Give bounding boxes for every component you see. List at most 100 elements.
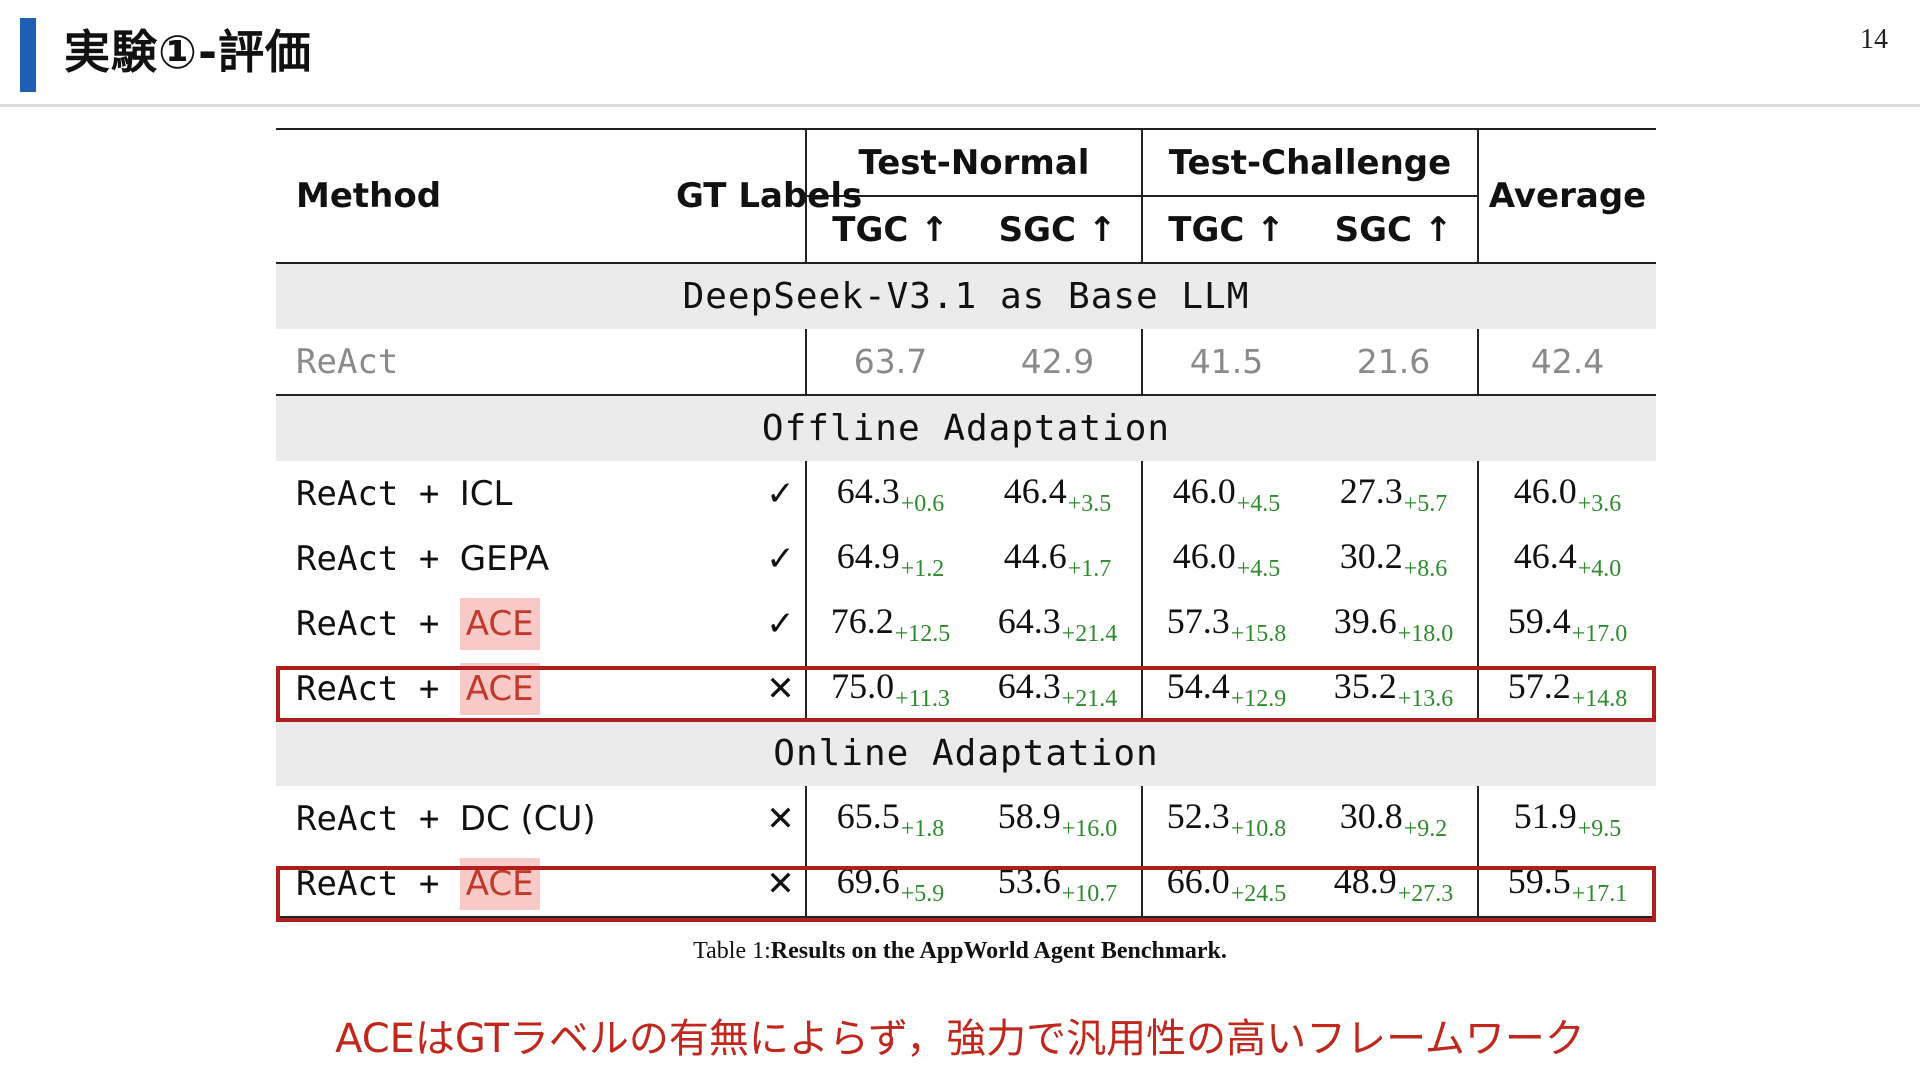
value-cell: 46.4+4.0 — [1477, 526, 1656, 591]
score-delta: +9.5 — [1577, 815, 1622, 842]
slide-title: 実験①-評価 — [64, 25, 313, 79]
value-cell: 59.4+17.0 — [1477, 591, 1656, 656]
score-value: 35.2 — [1333, 665, 1397, 706]
value-cell: 35.2+13.6 — [1310, 656, 1478, 721]
header-average: Average — [1477, 130, 1656, 264]
score-delta: +5.9 — [900, 880, 945, 907]
score-delta: +17.0 — [1571, 620, 1628, 647]
value-cell: 42.4 — [1477, 329, 1656, 396]
value-cell: 57.3+15.8 — [1141, 591, 1310, 656]
score-value: 59.5 — [1507, 860, 1571, 901]
score-delta: +24.5 — [1230, 880, 1287, 907]
score-delta: +12.9 — [1230, 685, 1287, 712]
baseline-row: ReAct 63.7 42.9 41.5 21.6 42.4 — [276, 329, 1656, 396]
method-base: ReAct + — [296, 473, 460, 514]
header-tgc-challenge: TGC ↑ — [1141, 196, 1310, 264]
score-delta: +15.8 — [1230, 620, 1287, 647]
value-cell: 66.0+24.5 — [1141, 851, 1310, 917]
value-cell: 48.9+27.3 — [1310, 851, 1478, 917]
value-cell: 30.8+9.2 — [1310, 786, 1478, 851]
score-value: 54.4 — [1166, 665, 1230, 706]
value-cell: 42.9 — [974, 329, 1142, 396]
score-delta: +21.4 — [1061, 620, 1118, 647]
score-value: 30.8 — [1339, 795, 1403, 836]
score-delta: +4.0 — [1577, 555, 1622, 582]
value-cell: 41.5 — [1141, 329, 1310, 396]
section-label: Offline Adaptation — [276, 395, 1656, 461]
score-delta: +1.2 — [900, 555, 945, 582]
score-value: 64.3 — [997, 665, 1061, 706]
score-value: 48.9 — [1333, 860, 1397, 901]
conclusion-text: ACEはGTラベルの有無によらず，強力で汎用性の高いフレームワーク — [335, 1016, 1585, 1062]
score-value: 64.3 — [997, 600, 1061, 641]
method-base: ReAct + — [296, 538, 460, 579]
value-cell: 69.6+5.9 — [805, 851, 974, 917]
score-delta: +10.8 — [1230, 815, 1287, 842]
value-cell: 63.7 — [805, 329, 974, 396]
table-caption: Table 1:Results on the AppWorld Agent Be… — [0, 938, 1920, 965]
score-value: 57.2 — [1507, 665, 1571, 706]
value-cell: 57.2+14.8 — [1477, 656, 1656, 721]
score-delta: +3.5 — [1067, 490, 1112, 517]
score-delta: +4.5 — [1236, 490, 1281, 517]
section-online: Online Adaptation — [276, 721, 1656, 786]
score-value: 58.9 — [997, 795, 1061, 836]
method-base: ReAct + — [296, 798, 460, 839]
method-cell: ReAct + DC (CU) — [276, 786, 676, 851]
score-delta: +12.5 — [894, 620, 951, 647]
method-variant-ace: ACE — [459, 662, 540, 715]
score-value: 44.6 — [1003, 535, 1067, 576]
score-delta: +8.6 — [1403, 555, 1448, 582]
score-value: 30.2 — [1339, 535, 1403, 576]
value-cell: 46.0+3.6 — [1477, 461, 1656, 526]
score-value: 53.6 — [997, 860, 1061, 901]
score-value: 57.3 — [1166, 600, 1230, 641]
score-value: 75.0 — [831, 665, 895, 706]
method-cell: ReAct + ACE — [276, 656, 676, 721]
score-delta: +11.3 — [895, 685, 950, 712]
value-cell: 27.3+5.7 — [1310, 461, 1478, 526]
section-label: DeepSeek-V3.1 as Base LLM — [276, 263, 1656, 329]
score-value: 46.0 — [1513, 470, 1577, 511]
value-cell: 53.6+10.7 — [974, 851, 1142, 917]
value-cell: 75.0+11.3 — [805, 656, 974, 721]
section-base-llm: DeepSeek-V3.1 as Base LLM — [276, 263, 1656, 329]
gt-label-mark: ✓ — [766, 538, 795, 579]
header-gt-labels: GT Labels — [676, 130, 862, 264]
table-row: ReAct + GEPA ✓ 64.9+1.2 44.6+1.7 46.0+4.5 30.… — [276, 526, 1656, 591]
method-cell: ReAct + ICL — [276, 461, 676, 526]
value-cell: 59.5+17.1 — [1477, 851, 1656, 917]
value-cell: 44.6+1.7 — [974, 526, 1142, 591]
header-sgc-challenge: SGC ↑ — [1310, 196, 1478, 264]
header-test-challenge: Test-Challenge — [1141, 130, 1478, 197]
value-cell: 51.9+9.5 — [1477, 786, 1656, 851]
gt-label-mark: ✕ — [766, 798, 795, 839]
score-delta: +17.1 — [1571, 880, 1628, 907]
page-number: 14 — [1860, 24, 1888, 55]
score-delta: +1.7 — [1067, 555, 1112, 582]
value-cell: 58.9+16.0 — [974, 786, 1142, 851]
header-method: Method — [276, 130, 676, 264]
score-delta: +13.6 — [1397, 685, 1454, 712]
results-table: Method GT Labels Test-Normal Test-Challe… — [276, 128, 1656, 919]
method-variant: GEPA — [459, 538, 550, 579]
section-offline: Offline Adaptation — [276, 395, 1656, 461]
header-row-1: Method GT Labels Test-Normal Test-Challe… — [276, 130, 1656, 264]
score-delta: +9.2 — [1403, 815, 1448, 842]
score-value: 46.0 — [1172, 470, 1236, 511]
value-cell: 54.4+12.9 — [1141, 656, 1310, 721]
score-value: 65.5 — [836, 795, 900, 836]
method-cell: ReAct — [276, 329, 676, 396]
table-row: ReAct + DC (CU) ✕ 65.5+1.8 58.9+16.0 52.3+10… — [276, 786, 1656, 851]
score-delta: +16.0 — [1061, 815, 1118, 842]
value-cell: 65.5+1.8 — [805, 786, 974, 851]
score-value: 51.9 — [1513, 795, 1577, 836]
score-value: 59.4 — [1507, 600, 1571, 641]
method-variant-ace: ACE — [459, 597, 540, 650]
table-row: ReAct + ACE ✕ 75.0+11.3 64.3+21.4 54.4+12.9 3… — [276, 656, 1656, 721]
score-delta: +5.7 — [1403, 490, 1448, 517]
score-delta: +18.0 — [1397, 620, 1454, 647]
gt-label-mark: ✕ — [766, 863, 795, 904]
value-cell: 64.3+0.6 — [805, 461, 974, 526]
header-test-normal: Test-Normal — [805, 130, 1142, 197]
